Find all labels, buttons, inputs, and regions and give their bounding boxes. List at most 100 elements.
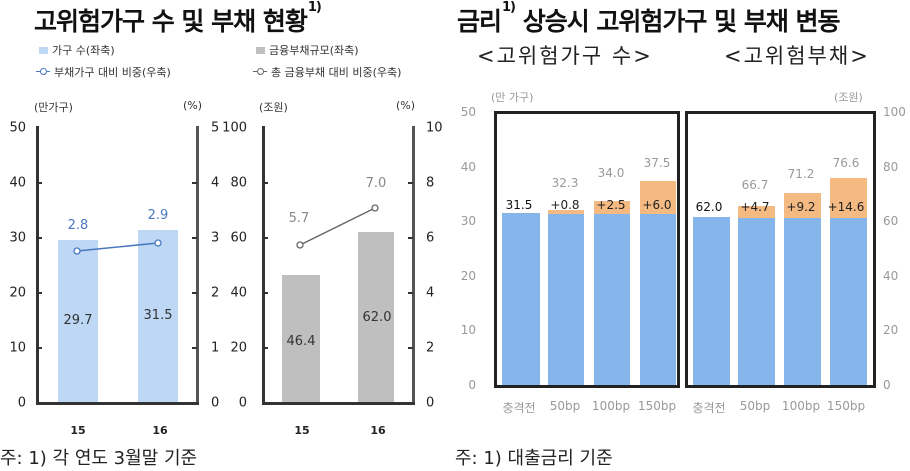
bar-debt-inc-1 <box>738 206 775 218</box>
bar-households-base-2 <box>594 214 630 385</box>
right-panel-title: 금리1) 상승시 고위험가구 및 부채 변동 <box>457 0 841 38</box>
households-total-0: 31.5 <box>505 198 533 212</box>
households-total-2: 34.0 <box>597 166 625 180</box>
line-circle-marker-icon <box>253 68 267 76</box>
bar-households-base-3 <box>640 214 676 385</box>
tick: 10 <box>460 323 476 337</box>
debt-plot-area <box>690 114 872 385</box>
bar-debt-base-0 <box>693 217 730 385</box>
line-circle-marker-icon <box>36 68 50 76</box>
legend-households-line: 부채가구 대비 비중(우축) <box>36 64 171 80</box>
debt-cat-2: 100bp <box>781 399 821 413</box>
tick: 0 <box>426 395 435 411</box>
tick: 20 <box>460 269 476 283</box>
chart1-category-15: 15 <box>70 424 86 437</box>
debt-ratio-label-16: 7.0 <box>365 176 387 191</box>
chart2-category-16: 16 <box>370 424 386 437</box>
tick: 0 <box>238 395 247 411</box>
legend-debt-line: 총 금융부채 대비 비중(우축) <box>253 64 401 80</box>
left-title-footnote: 1) <box>307 0 322 15</box>
right-left-unit: (만 가구) <box>491 91 534 104</box>
debt-ratio-label-15: 5.7 <box>288 211 310 226</box>
chart2-category-15: 15 <box>294 424 310 437</box>
debt-total-1: 66.7 <box>741 178 769 192</box>
tick: 40 <box>883 269 899 283</box>
tick: 40 <box>460 160 476 174</box>
chart2-plot-area <box>264 128 413 403</box>
subtitle-debt: <고위험부채> <box>724 44 870 68</box>
bar-households-15 <box>58 240 98 403</box>
tick: 0 <box>883 378 891 392</box>
tick: 8 <box>426 175 435 191</box>
households-inc-label-3: +6.0 <box>642 198 672 212</box>
debt-cat-1: 50bp <box>739 399 771 413</box>
households-total-3: 37.5 <box>643 156 671 170</box>
tick: 40 <box>230 285 247 301</box>
debt-inc-label-1: +4.7 <box>740 200 770 214</box>
households-ratio-label-15: 2.8 <box>67 218 89 233</box>
households-cat-2: 100bp <box>591 399 631 413</box>
tick: 2 <box>426 340 435 356</box>
debt-inc-label-2: +9.2 <box>786 200 816 214</box>
chart1-category-16: 16 <box>152 424 168 437</box>
left-title-text: 고위험가구 수 및 부채 현황 <box>34 7 308 36</box>
tick: 10 <box>9 340 26 356</box>
tick: 20 <box>230 340 247 356</box>
households-ratio-label-16: 2.9 <box>147 208 169 223</box>
bar-debt-15 <box>282 275 320 403</box>
tick: 60 <box>883 214 899 228</box>
right-title-rest: 상승시 고위험가구 및 부채 변동 <box>515 7 841 36</box>
chart1-right-unit: (%) <box>183 99 203 112</box>
tick: 6 <box>426 230 435 246</box>
legend-label: 총 금융부채 대비 비중(우축) <box>271 66 402 79</box>
bar-debt-inc-3 <box>830 178 867 218</box>
tick: 60 <box>230 230 247 246</box>
households-total-1: 32.3 <box>551 176 579 190</box>
light-blue-square-icon <box>39 46 48 54</box>
chart2-x-axis <box>262 402 415 405</box>
debt-bar-label-15: 46.4 <box>286 334 316 349</box>
bar-households-inc-2 <box>594 201 630 214</box>
debt-cat-3: 150bp <box>826 399 866 413</box>
tick: 30 <box>460 214 476 228</box>
tick: 4 <box>211 175 220 191</box>
tick: 0 <box>17 395 26 411</box>
tick: 0 <box>468 378 476 392</box>
tick: 80 <box>883 160 899 174</box>
tick: 10 <box>426 120 443 136</box>
debt-total-3: 76.6 <box>832 156 860 170</box>
households-shock-chart <box>494 111 680 388</box>
tick: 100 <box>222 120 247 136</box>
left-footnote: 주: 1) 각 연도 3월말 기준 <box>0 448 198 469</box>
tick: 40 <box>9 175 26 191</box>
households-cat-0: 충격전 <box>502 401 536 415</box>
right-title-text: 금리 <box>457 7 502 36</box>
right-title-footnote: 1) <box>502 0 516 15</box>
tick: 0 <box>211 395 220 411</box>
bar-households-base-1 <box>548 214 584 385</box>
bar-households-inc-1 <box>548 210 584 214</box>
debt-bar-label-16: 62.0 <box>362 310 392 325</box>
right-right-unit: (조원) <box>834 91 863 104</box>
chart2-left-unit: (조원) <box>259 101 288 114</box>
tick: 20 <box>9 285 26 301</box>
debt-total-2: 71.2 <box>787 167 815 181</box>
tick: 50 <box>9 120 26 136</box>
legend-label: 금융부채규모(좌축) <box>269 44 359 57</box>
debt-cat-0: 충격전 <box>692 401 726 415</box>
debt-total-0: 62.0 <box>695 200 723 214</box>
tick: 3 <box>211 230 220 246</box>
tick: 30 <box>9 230 26 246</box>
tick: 5 <box>211 120 220 136</box>
bar-debt-base-1 <box>738 218 775 385</box>
households-cat-1: 50bp <box>549 399 581 413</box>
tick: 2 <box>211 285 220 301</box>
chart1-plot-area <box>37 128 199 403</box>
households-cat-3: 150bp <box>637 399 677 413</box>
debt-shock-chart <box>685 111 876 388</box>
households-inc-label-1: +0.8 <box>550 198 580 212</box>
bar-debt-16 <box>358 232 394 403</box>
chart1-left-axis <box>36 126 39 405</box>
